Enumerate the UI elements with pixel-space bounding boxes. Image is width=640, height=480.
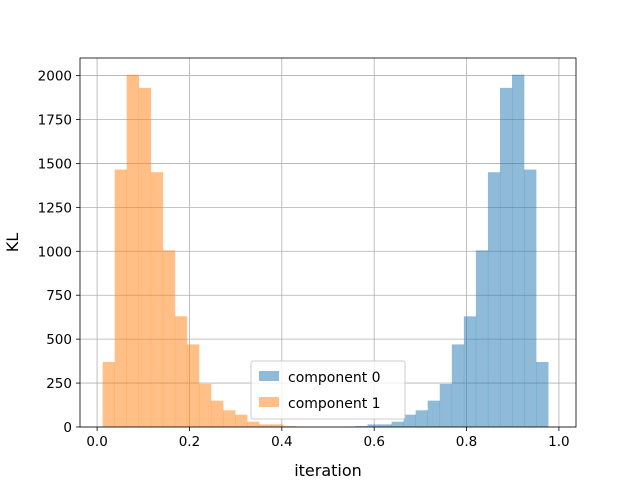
y-tick-label-4: 1000 [38,244,72,260]
bar-series-0-bin-30 [463,316,477,427]
x-tick-label-5: 1.0 [548,434,569,450]
bar-series-1-bin-13 [259,424,272,427]
x-axis-ticks: 0.0 0.2 0.4 0.6 0.8 1.0 [86,427,570,450]
bar-series-1-bin-1 [114,169,127,428]
bar-series-0-bin-27 [427,400,441,427]
legend-box [250,360,406,420]
y-tick-label-7: 1750 [38,113,72,129]
bar-series-0-bin-31 [475,250,489,427]
y-tick-label-3: 750 [46,288,72,304]
y-axis-ticks: 0 250 500 750 1000 1250 1500 1750 2000 [38,69,80,436]
bar-series-0-bin-24 [391,421,404,427]
bar-series-1-bin-5 [162,250,176,427]
bar-series-1-bin-15 [283,426,296,427]
bars [102,74,549,428]
bar-series-1-bin-11 [235,414,248,427]
bar-series-0-bin-34 [511,74,525,427]
legend: component 0 component 1 [250,360,406,420]
y-tick-label-1: 250 [46,376,72,392]
bar-series-0-bin-33 [499,87,513,427]
bar-series-1-bin-9 [210,400,224,427]
bar-series-0-bin-28 [439,383,453,427]
x-tick-label-4: 0.8 [456,434,477,450]
bar-series-0-bin-26 [415,410,429,427]
bar-series-1-bin-2 [126,74,140,427]
plot-frame [79,57,577,428]
y-tick-label-8: 2000 [38,69,72,85]
bar-series-1-bin-3 [138,87,152,427]
legend-label-component-1: component 1 [288,396,381,412]
legend-swatch-component-0 [259,371,279,381]
y-tick-label-0: 0 [63,420,72,436]
y-tick-label-6: 1500 [38,156,72,172]
bar-series-0-bin-23 [379,424,392,427]
x-tick-label-0: 0.0 [86,434,107,450]
bar-series-0-bin-22 [367,424,380,427]
bar-series-1-bin-14 [271,424,284,427]
bar-series-0-bin-29 [451,344,465,427]
bar-series-0-bin-32 [487,172,501,427]
x-tick-label-3: 0.6 [363,434,384,450]
bar-series-1-bin-8 [198,383,212,427]
y-axis-label: KL [3,233,22,252]
bar-series-1-bin-12 [247,421,260,427]
x-tick-label-2: 0.4 [271,434,292,450]
bar-series-0-bin-35 [524,169,537,428]
bar-series-1-bin-7 [186,344,200,427]
bar-series-1-bin-6 [174,316,188,427]
x-tick-label-1: 0.2 [179,434,200,450]
legend-swatch-component-1 [259,397,279,407]
bar-series-1-bin-10 [223,410,236,427]
x-axis-label: iteration [294,461,362,480]
bar-series-0-bin-21 [355,426,368,427]
bar-series-1-bin-4 [150,172,164,427]
bar-series-0-bin-36 [536,361,549,427]
bar-series-0-bin-25 [403,414,417,427]
bar-series-1-bin-0 [102,361,115,427]
y-tick-label-5: 1250 [38,200,72,216]
y-tick-label-2: 500 [46,332,72,348]
legend-label-component-0: component 0 [288,370,381,386]
